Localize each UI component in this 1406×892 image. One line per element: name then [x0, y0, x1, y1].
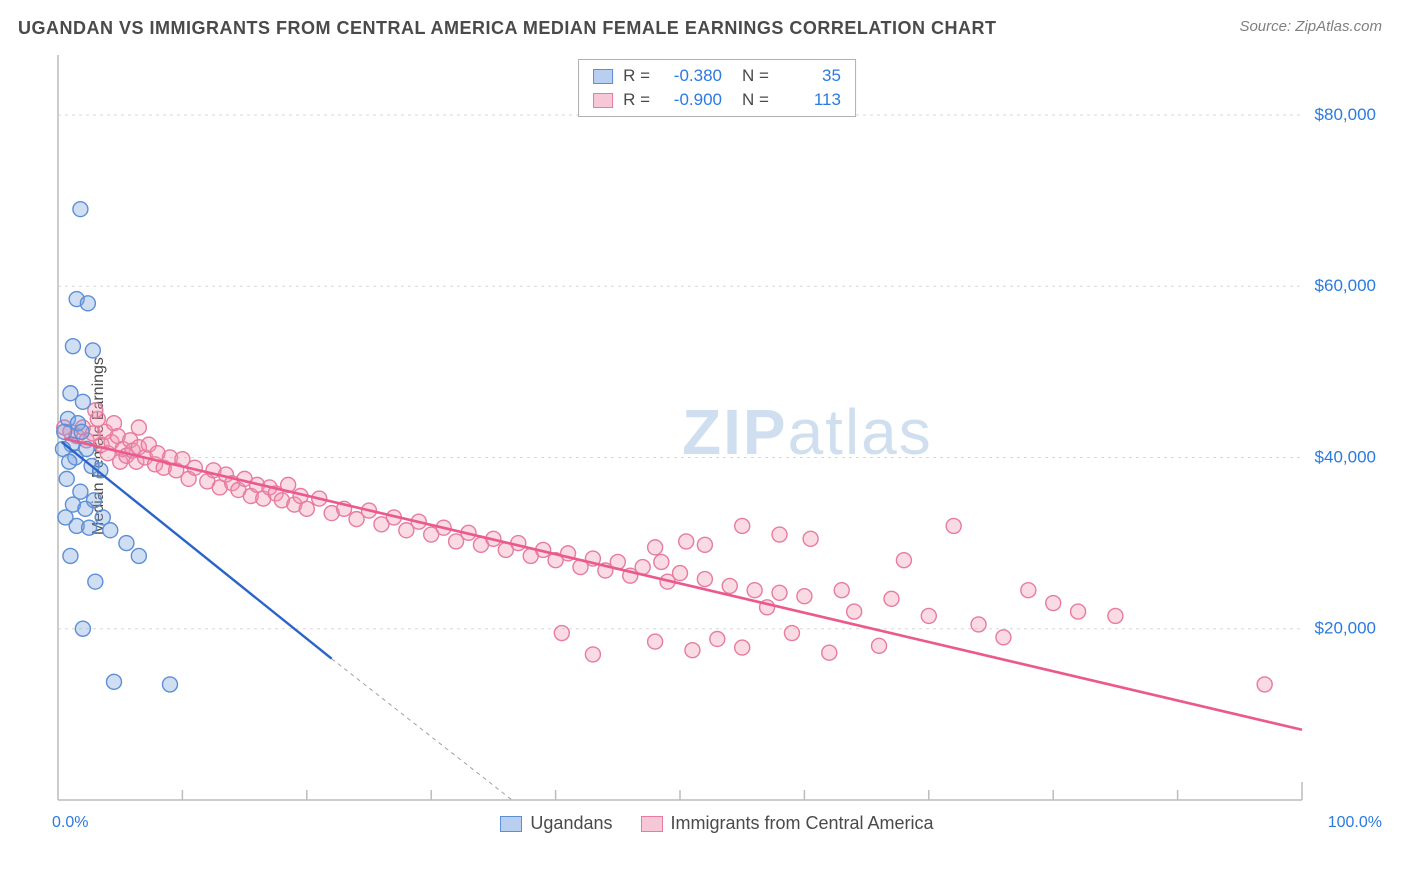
- swatch-immigrants: [641, 816, 663, 832]
- legend-item-ugandans: Ugandans: [500, 813, 612, 834]
- chart-container: UGANDAN VS IMMIGRANTS FROM CENTRAL AMERI…: [0, 0, 1406, 892]
- legend-item-immigrants: Immigrants from Central America: [641, 813, 934, 834]
- x-tick-right: 100.0%: [1328, 814, 1382, 832]
- svg-text:$80,000: $80,000: [1315, 105, 1376, 124]
- svg-text:$20,000: $20,000: [1315, 619, 1376, 638]
- x-tick-left: 0.0%: [52, 814, 88, 832]
- svg-text:$60,000: $60,000: [1315, 276, 1376, 295]
- svg-text:$40,000: $40,000: [1315, 447, 1376, 466]
- watermark: ZIPatlas: [682, 395, 933, 469]
- series-legend: Ugandans Immigrants from Central America: [52, 813, 1382, 834]
- legend-row-immigrants: R = -0.900 N = 113: [593, 88, 841, 112]
- swatch-ugandans: [593, 69, 613, 84]
- correlation-legend: R = -0.380 N = 35 R = -0.900 N = 113: [578, 59, 856, 117]
- legend-row-ugandans: R = -0.380 N = 35: [593, 64, 841, 88]
- chart-title: UGANDAN VS IMMIGRANTS FROM CENTRAL AMERI…: [18, 18, 996, 39]
- source-label: Source: ZipAtlas.com: [1239, 18, 1382, 35]
- swatch-ugandans: [500, 816, 522, 832]
- swatch-immigrants: [593, 93, 613, 108]
- plot-area: $20,000 $40,000 $60,000 $80,000 ZIPatlas R …: [52, 55, 1382, 830]
